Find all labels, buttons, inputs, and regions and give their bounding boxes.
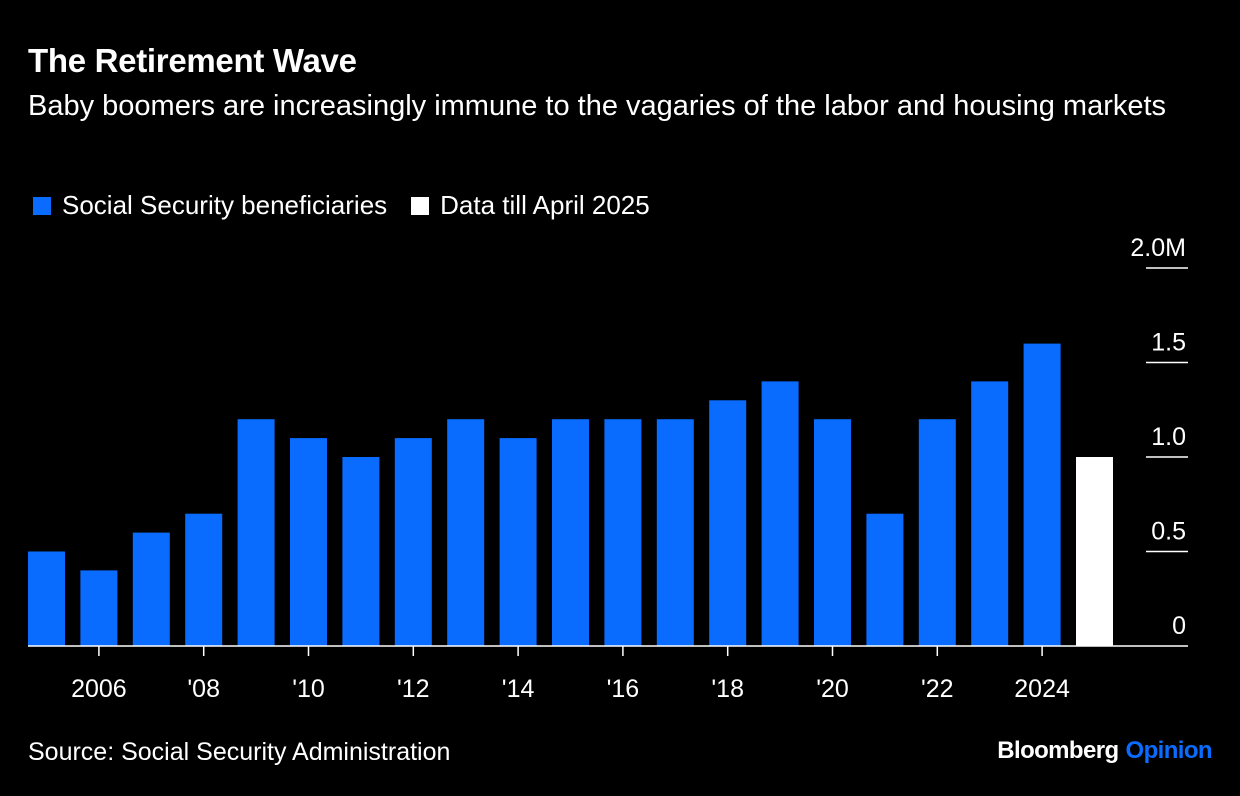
legend-label-partial: Data till April 2025 — [440, 190, 650, 220]
x-tick-label-2010: '10 — [292, 675, 325, 703]
legend: Social Security beneficiaries Data till … — [33, 190, 674, 221]
x-tick-label-2018: '18 — [711, 675, 744, 703]
bar-2024 — [1023, 343, 1061, 646]
bar-2011 — [342, 457, 380, 646]
x-tick-label-2012: '12 — [397, 675, 430, 703]
bar-2017 — [656, 419, 694, 646]
legend-label-beneficiaries: Social Security beneficiaries — [62, 190, 388, 220]
bar-2005 — [28, 551, 65, 646]
bar-2009 — [237, 419, 275, 646]
bar-2014 — [499, 438, 537, 646]
x-tick-label-2020: '20 — [816, 675, 849, 703]
x-tick-label-2024: 2024 — [1014, 675, 1070, 703]
x-tick-label-2008: '08 — [187, 675, 220, 703]
logo-opinion: Opinion — [1125, 737, 1213, 764]
legend-item-partial: Data till April 2025 — [411, 190, 650, 221]
y-tick-label-1.5: 1.5 — [1151, 329, 1186, 357]
bar-2018 — [709, 400, 747, 646]
bar-2012 — [394, 438, 432, 646]
bar-2007 — [132, 532, 170, 646]
legend-item-beneficiaries: Social Security beneficiaries — [33, 190, 387, 221]
y-tick-label-1.0: 1.0 — [1151, 423, 1186, 451]
y-tick-label-2.0M: 2.0M — [1130, 234, 1186, 262]
bar-2019 — [761, 381, 799, 646]
logo-bloomberg: Bloomberg — [997, 737, 1119, 764]
y-tick-label-0: 0 — [1172, 612, 1186, 640]
bar-2010 — [290, 438, 327, 646]
bar-2013 — [447, 419, 485, 646]
x-tick-label-2022: '22 — [921, 675, 954, 703]
x-tick-label-2014: '14 — [502, 675, 535, 703]
chart-subtitle: Baby boomers are increasingly immune to … — [28, 90, 1167, 122]
bar-2008 — [185, 513, 223, 646]
x-tick-label-2016: '16 — [607, 675, 640, 703]
bar-2022 — [918, 419, 956, 646]
legend-swatch-blue — [33, 196, 51, 215]
legend-swatch-white — [411, 196, 430, 215]
bar-2015 — [552, 419, 589, 646]
bar-2021 — [866, 513, 904, 646]
bar-2016 — [604, 419, 642, 646]
x-tick-label-2006: 2006 — [71, 675, 127, 703]
bar-2020 — [814, 419, 851, 646]
y-tick-label-0.5: 0.5 — [1151, 518, 1186, 546]
bar-2023 — [971, 381, 1009, 646]
chart-title: The Retirement Wave — [28, 42, 357, 79]
bar-2006 — [80, 570, 118, 646]
bar-2025 — [1076, 457, 1113, 646]
bloomberg-opinion-logo: Bloomberg Opinion — [997, 737, 1212, 765]
source-note: Source: Social Security Administration — [28, 738, 451, 766]
